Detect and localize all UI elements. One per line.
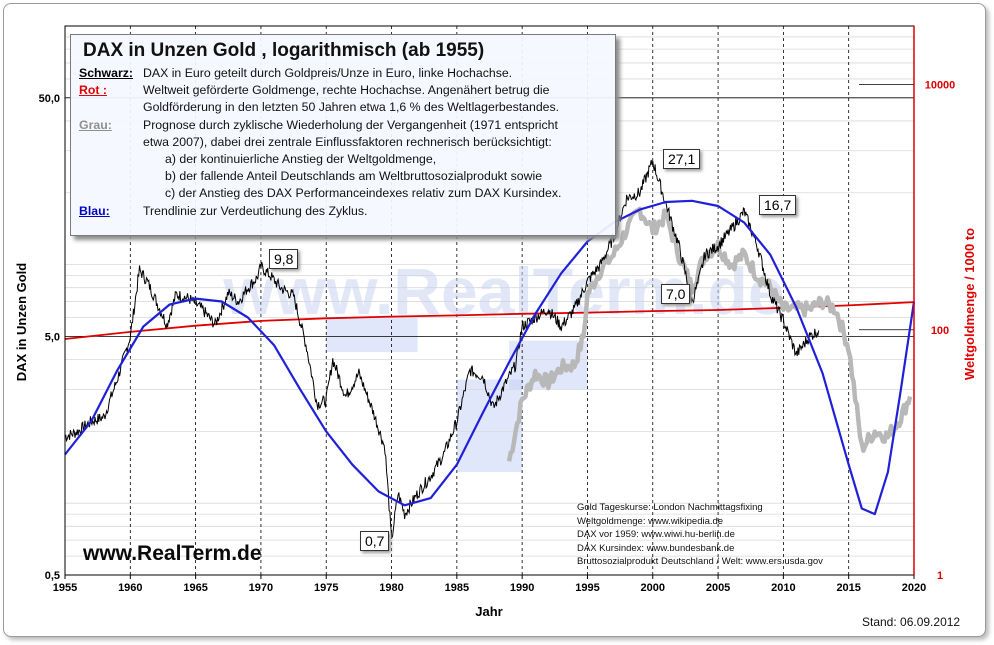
legend-black-text: DAX in Euro geteilt durch Goldpreis/Unze…	[143, 66, 513, 80]
chart-svg: www.RealTerm.de 1955 1960 1965 1970 1975 1980…	[14, 25, 977, 619]
x-tick-label: 1955	[53, 582, 77, 594]
legend-red: Rot : Weltweit geförderte Goldmenge, rech…	[79, 82, 607, 99]
legend-blue-text: Trendlinie zur Verdeutlichung des Zyklus…	[143, 203, 368, 218]
legend-grey-text-2: etwa 2007), dabei drei zentrale Einfluss…	[143, 134, 552, 149]
brand-url: www.RealTerm.de	[83, 542, 262, 565]
x-tick-label: 1965	[183, 582, 207, 594]
x-tick-label: 1995	[575, 582, 599, 594]
legend-grey-b: b) der fallende Anteil Deutschlands am W…	[165, 169, 543, 184]
tick-labels: 1955 1960 1965 1970 1975 1980 1985 1990 1995 2000…	[39, 80, 956, 594]
x-tick-label: 1985	[445, 582, 469, 594]
x-tick-label: 2010	[771, 582, 795, 594]
x-tick-label: 1975	[314, 582, 338, 594]
legend-grey-c: c) der Anstieg des DAX Performanceindexe…	[165, 186, 562, 201]
x-axis-label: Jahr	[475, 604, 502, 619]
y-left-tick-label: 50,0	[39, 93, 60, 105]
chart-frame: www.RealTerm.de 1955 1960 1965 1970 1975 1980…	[3, 3, 986, 637]
series-blue	[64, 199, 916, 516]
legend-black-key: Schwarz:	[79, 66, 133, 80]
source-line: Bruttosozialprodukt Deutschland / Welt: …	[577, 556, 823, 568]
legend-grey: Grau: Prognose durch zyklische Wiederholu…	[79, 117, 607, 134]
legend-red-key: Rot :	[79, 83, 107, 98]
legend-grey-text: Prognose durch zyklische Wiederholung de…	[143, 117, 558, 132]
series-red	[64, 301, 915, 340]
legend-blue-key: Blau:	[79, 203, 110, 218]
callout-2003: 7,0	[661, 284, 691, 304]
y-right-tick-label: 1	[937, 570, 943, 582]
x-tick-label: 1990	[510, 582, 534, 594]
series-red-line	[64, 301, 915, 340]
stand-date: Stand: 06.09.2012	[862, 615, 961, 629]
legend-grey-a: a) der kontinuierliche Anstieg der Weltg…	[165, 152, 437, 167]
source-line: Weltgoldmenge: www.wikipedia.de	[577, 515, 724, 527]
y-axis-left-label: DAX in Unzen Gold	[14, 263, 29, 382]
callout-2000: 27,1	[663, 149, 701, 169]
x-tick-label: 2000	[641, 582, 665, 594]
y-right-tick-label: 10000	[925, 80, 956, 92]
axes	[64, 25, 915, 576]
y-left-tick-label: 5,0	[45, 331, 60, 343]
callout-1970: 9,8	[269, 249, 299, 269]
y-left-tick-label: 0,5	[45, 570, 60, 582]
legend-grey-key: Grau:	[79, 117, 112, 132]
series-grey-line	[506, 206, 913, 462]
y-axis-right-label: Weltgoldmenge / 1000 to	[962, 228, 977, 380]
callout-1980: 0,7	[360, 531, 390, 551]
source-line: DAX vor 1959: www.wiwi.hu-berlin.de	[577, 529, 735, 541]
x-tick-label: 1970	[249, 582, 273, 594]
source-line: DAX Kursindex: www.bundesbank.de	[577, 542, 735, 554]
series-blue-line	[64, 199, 916, 516]
chart-title: DAX in Unzen Gold , logarithmisch (ab 19…	[83, 40, 485, 61]
legend-black: Schwarz: DAX in Euro geteilt durch Goldpr…	[79, 65, 607, 82]
y-right-tick-label: 100	[931, 325, 949, 337]
x-tick-label: 2020	[902, 582, 926, 594]
callout-2007: 16,7	[759, 195, 797, 215]
sources: Gold Tageskurse: London Nachmittagsfixin…	[577, 501, 823, 569]
x-tick-label: 1960	[118, 582, 142, 594]
forecast-band	[456, 379, 523, 473]
legend-red-text-2: Goldförderung in den letzten 50 Jahren e…	[143, 100, 560, 115]
x-tick-label: 2015	[836, 582, 860, 594]
x-tick-label: 2005	[706, 582, 730, 594]
forecast-band	[326, 317, 418, 353]
legend-box: DAX in Unzen Gold , logarithmisch (ab 19…	[70, 34, 616, 236]
x-tick-label: 1980	[379, 582, 403, 594]
legend-red-text: Weltweit geförderte Goldmenge, rechte Ho…	[143, 83, 550, 98]
source-line: Gold Tageskurse: London Nachmittagsfixin…	[577, 502, 763, 513]
legend-blue: Blau: Trendlinie zur Verdeutlichung des Z…	[79, 203, 607, 220]
series-grey	[506, 206, 913, 462]
